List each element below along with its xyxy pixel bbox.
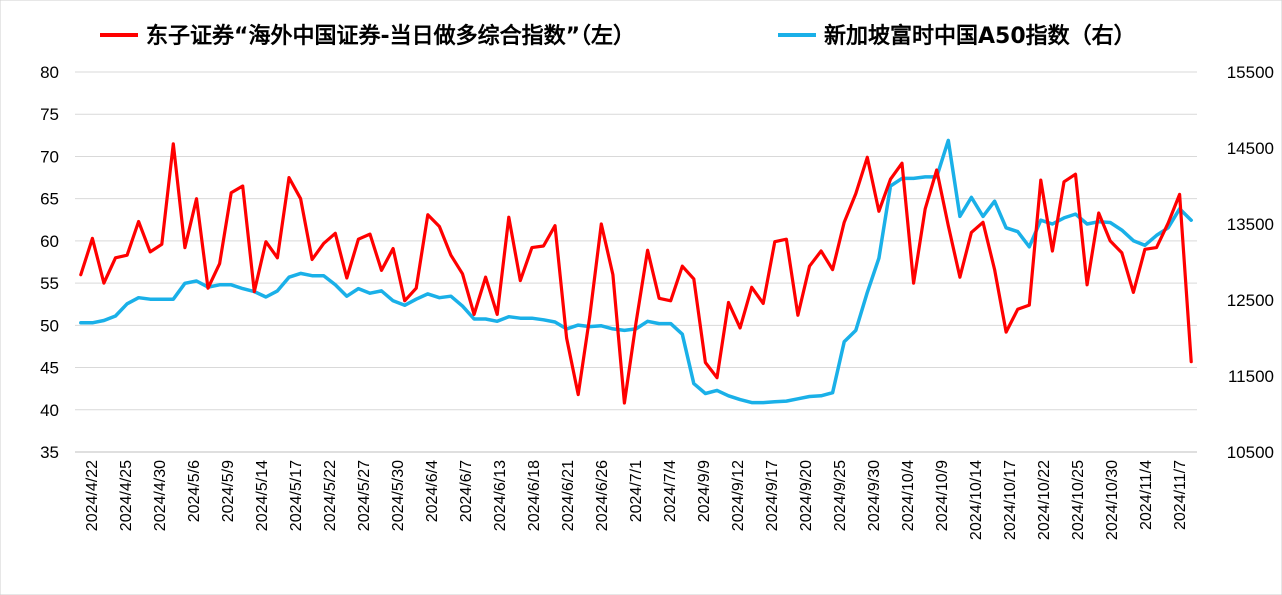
x-tick-label: 2024/10/14 (968, 460, 985, 540)
y-left-tick-label: 75 (40, 105, 59, 124)
legend: 东子证券“海外中国证券-当日做多综合指数”（左） 新加坡富时中国A50指数（右） (100, 23, 1136, 49)
x-tick-label: 2024/6/18 (526, 460, 543, 531)
x-tick-label: 2024/10/30 (1104, 460, 1121, 540)
legend-label-right-series: 新加坡富时中国A50指数（右） (824, 23, 1136, 49)
y-axis-right: 10500 11500 12500 13500 14500 15500 (1227, 63, 1274, 462)
y-right-tick-label: 10500 (1227, 443, 1274, 462)
x-tick-label: 2024/5/27 (356, 460, 373, 531)
x-tick-label: 2024/6/26 (594, 460, 611, 531)
series-line-long-index (79, 142, 1193, 405)
x-tick-label: 2024/5/9 (220, 460, 237, 522)
y-left-tick-label: 80 (40, 63, 59, 82)
y-left-tick-label: 65 (40, 190, 59, 209)
x-axis: 2024/4/22 2024/4/25 2024/4/30 2024/5/6 2024/… (75, 451, 1197, 540)
x-tick-label: 2024/10/25 (1070, 460, 1087, 540)
y-left-tick-label: 50 (40, 316, 59, 335)
y-axis-left: 35 40 45 50 55 60 65 70 75 80 (40, 63, 59, 462)
y-right-tick-label: 11500 (1228, 367, 1274, 386)
y-right-tick-label: 14500 (1227, 139, 1274, 158)
x-tick-label: 2024/9/30 (866, 460, 883, 531)
x-tick-label: 2024/9/25 (832, 460, 849, 531)
y-left-tick-label: 45 (40, 359, 59, 378)
x-tick-label: 2024/4/30 (152, 460, 169, 531)
x-tick-label: 2024/5/22 (322, 460, 339, 531)
y-right-tick-label: 15500 (1227, 63, 1274, 82)
x-tick-label: 2024/9/20 (798, 460, 815, 531)
x-tick-label: 2024/11/4 (1138, 460, 1155, 530)
y-right-tick-label: 12500 (1227, 291, 1274, 310)
y-left-tick-label: 70 (40, 147, 59, 166)
x-tick-label: 2024/5/6 (186, 460, 203, 522)
y-left-tick-label: 60 (40, 232, 59, 251)
x-tick-label: 2024/10/4 (900, 460, 917, 531)
x-tick-label: 2024/10/17 (1002, 460, 1019, 540)
y-left-tick-label: 40 (40, 401, 59, 420)
x-tick-label: 2024/10/9 (934, 460, 951, 531)
y-left-tick-label: 35 (40, 443, 59, 462)
x-tick-label: 2024/5/14 (254, 460, 271, 531)
x-tick-label: 2024/6/13 (492, 460, 509, 531)
x-tick-label: 2024/4/22 (84, 460, 101, 531)
x-tick-label: 2024/9/9 (696, 460, 713, 522)
y-right-tick-label: 13500 (1227, 215, 1274, 234)
x-tick-label: 2024/5/30 (390, 460, 407, 531)
x-tick-label: 2024/5/17 (288, 460, 305, 531)
x-tick-label: 2024/9/17 (764, 460, 781, 531)
x-tick-label: 2024/6/4 (424, 460, 441, 522)
legend-label-left-series: 东子证券“海外中国证券-当日做多综合指数”（左） (146, 23, 635, 49)
x-tick-label: 2024/6/7 (458, 460, 475, 522)
y-left-tick-label: 55 (40, 274, 59, 293)
x-tick-label: 2024/4/25 (118, 460, 135, 531)
x-tick-label: 2024/7/4 (662, 460, 679, 522)
x-tick-label: 2024/7/1 (628, 460, 645, 522)
series-layer (79, 138, 1193, 405)
x-tick-label: 2024/6/21 (560, 460, 577, 531)
x-tick-label: 2024/10/22 (1036, 460, 1053, 540)
x-tick-label: 2024/11/7 (1172, 460, 1189, 530)
x-tick-label: 2024/9/12 (730, 460, 747, 531)
